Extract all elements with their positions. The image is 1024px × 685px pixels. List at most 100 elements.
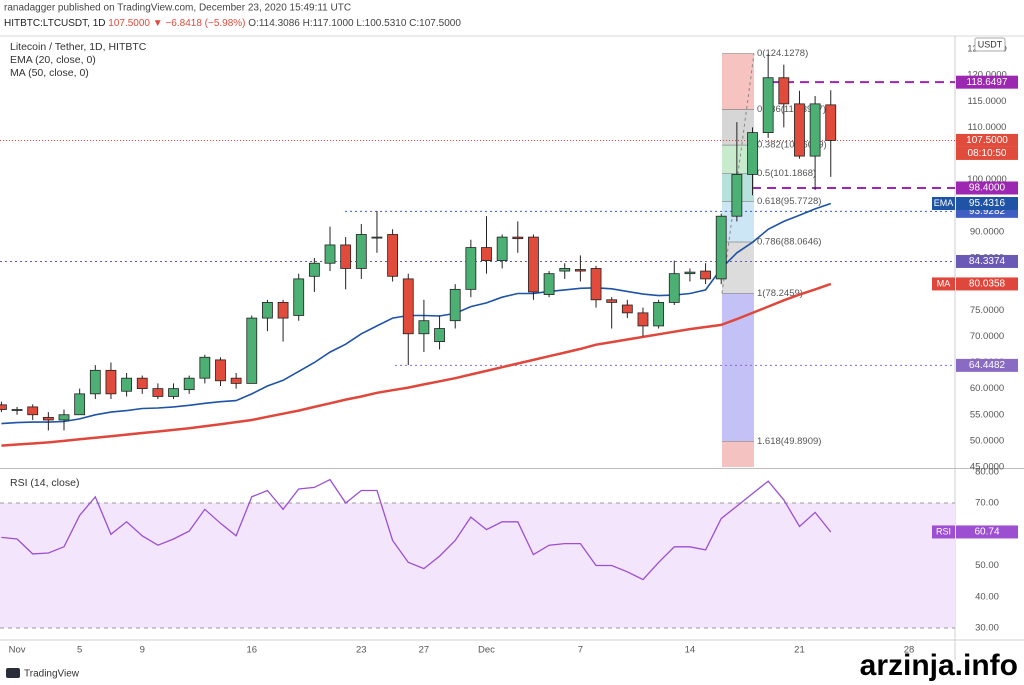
x-tick-label: Dec (478, 645, 495, 656)
candle-body (606, 299, 618, 303)
candle-body (262, 302, 273, 319)
candle-body (668, 273, 680, 303)
footer-logo (6, 668, 20, 678)
last-price: 107.5000 (108, 18, 150, 29)
y-tick-label: 40.00 (975, 591, 999, 602)
fib-label: 1(78.2459) (757, 288, 803, 299)
series-value-tag: 95.4316 (969, 198, 1006, 209)
candle-body (308, 262, 320, 277)
ma-line (1, 202, 832, 425)
candle-body (574, 269, 586, 272)
candle-body (715, 215, 727, 280)
candle-body (293, 278, 305, 316)
main-pane: 0(124.1278) 0.236(113.3997) 0.382(106.6009… (0, 48, 955, 467)
y-tick-label: 60.0000 (970, 383, 1004, 394)
ma-line (1, 282, 832, 447)
candle-body (809, 103, 821, 157)
fib-label: 0.236(113.3997) (757, 104, 826, 115)
candle-body (590, 268, 602, 301)
candle-body (27, 406, 39, 416)
symbol-line: HITBTC:LTCUSDT, 1D 107.5000 ▼ −6.8418 (−… (4, 18, 461, 29)
y-tick-label: 70.00 (975, 498, 999, 509)
watermark: arzinja.info (860, 649, 1018, 682)
rsi-value-tag-bg (956, 525, 1018, 539)
y-tick-label: 50.00 (975, 560, 999, 571)
y-tick-label: 115.0000 (968, 96, 1007, 107)
x-tick-label: 14 (685, 645, 696, 656)
fib-band (722, 241, 754, 294)
legend-entry: MA (50, close, 0) (10, 67, 89, 79)
currency[interactable]: USDT (978, 39, 1003, 49)
candle-body (731, 173, 743, 217)
fib-label: 0.5(101.1868) (757, 168, 816, 179)
rsi-pane (0, 478, 955, 629)
x-tick-label: 16 (246, 645, 257, 656)
series-tag-bg (932, 196, 955, 210)
fib-trend (721, 53, 755, 294)
x-tick-label: Nov (9, 645, 26, 656)
candle-body (199, 356, 211, 379)
candle-body (778, 77, 790, 105)
x-tick-label: 7 (578, 645, 583, 656)
candle-body (559, 268, 571, 272)
fib-label: 0.382(106.6009) (757, 140, 827, 151)
level-tag-bg (956, 181, 1018, 195)
candle-body (528, 236, 539, 293)
y-tick-label: 90.0000 (970, 226, 1004, 237)
y-tick-label: 100.0000 (967, 174, 1007, 185)
rsi-line (1, 478, 832, 581)
y-tick-label: 80.00 (975, 466, 999, 477)
series-value-tag: 80.0358 (969, 279, 1006, 290)
level-tag-bg (956, 75, 1018, 89)
candle-body (355, 234, 367, 269)
fib-label: 0(124.1278) (757, 48, 808, 59)
fib-band (722, 441, 754, 467)
y-tick-label: 30.00 (975, 623, 999, 634)
candle-body (0, 404, 7, 410)
currency-button[interactable] (974, 37, 1006, 52)
candle-body (183, 377, 195, 391)
series-value-tag-bg (956, 277, 1018, 291)
candle-body (74, 393, 86, 416)
candle-body (230, 377, 242, 384)
series-value-tag-bg (956, 196, 1018, 210)
rsi-band (0, 503, 955, 629)
change: ▼ −6.8418 (−5.98%) (153, 18, 246, 29)
level-tag: 118.6497 (967, 77, 1008, 88)
rsi-title: RSI (14, close) (10, 477, 79, 489)
candle-body (324, 244, 336, 264)
level-tag: 64.4482 (969, 360, 1006, 371)
y-tick-label: 110.0000 (968, 122, 1007, 133)
candle-body (543, 273, 555, 295)
candle-body (215, 359, 226, 382)
countdown-tag-bg (956, 146, 1018, 160)
fib-label: 0.786(88.0646) (757, 237, 821, 248)
candle-body (371, 236, 383, 239)
y-tick-label: 75.0000 (970, 305, 1004, 316)
candle-body (387, 234, 399, 277)
candle-body (512, 236, 524, 240)
x-tick-label: 27 (419, 645, 430, 656)
fib-label: 1.618(49.8909) (757, 436, 821, 447)
candle-body (89, 369, 101, 395)
candle-body (653, 302, 665, 327)
level-tag: 93.9282 (969, 206, 1006, 217)
candle-body (465, 247, 477, 290)
candle-body (277, 302, 289, 319)
candle-body (762, 77, 774, 134)
fib-band (722, 53, 754, 110)
fib-label: 0.618(95.7728) (757, 196, 821, 207)
y-tick-label: 120.0000 (967, 70, 1007, 81)
candle-body (637, 312, 649, 327)
level-tag-bg (956, 254, 1018, 268)
candle-body (794, 103, 805, 157)
y-tick-label: 70.0000 (970, 331, 1004, 342)
y-tick-label: 45.0000 (970, 462, 1004, 473)
candle-body (402, 278, 414, 335)
last-price-tag: 107.5000 (966, 135, 1008, 146)
level-tag: 84.3374 (969, 256, 1006, 267)
publisher: ranadagger published on TradingView.com,… (4, 3, 351, 14)
series-tag-bg (932, 525, 955, 539)
candle-body (481, 247, 492, 262)
